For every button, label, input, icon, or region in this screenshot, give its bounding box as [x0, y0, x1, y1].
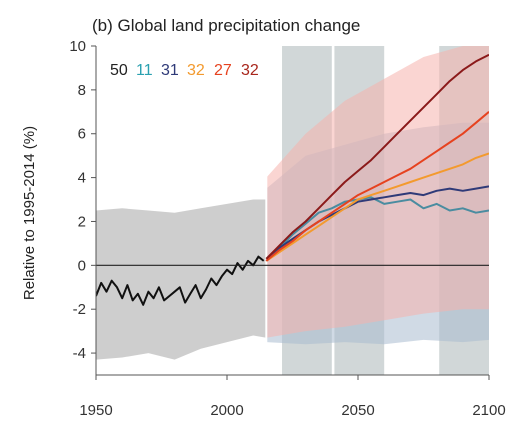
y-tick-label: -2 — [73, 301, 86, 318]
y-tick-label: 8 — [78, 82, 86, 99]
x-tick-label: 2100 — [472, 402, 505, 419]
y-tick-label: 6 — [78, 126, 86, 143]
y-axis-label: Relative to 1995-2014 (%) — [21, 126, 38, 300]
legend-entry-5: 32 — [241, 62, 259, 79]
y-tick-label: 10 — [69, 38, 86, 55]
x-tick-label: 1950 — [79, 402, 112, 419]
legend-entry-2: 31 — [161, 62, 179, 79]
series-line-5 — [265, 53, 489, 260]
legend-entry-0: 50 — [110, 62, 128, 79]
y-tick-label: 4 — [78, 170, 86, 187]
x-tick-label: 2000 — [210, 402, 243, 419]
series-line-3 — [265, 152, 489, 262]
x-tick-label: 2050 — [341, 402, 374, 419]
series-line-4 — [265, 111, 489, 262]
chart-title: (b) Global land precipitation change — [92, 16, 360, 35]
series-line-0 — [96, 255, 265, 306]
uncertainty-band-0 — [96, 199, 267, 360]
legend-entry-4: 27 — [214, 62, 232, 79]
plot-clip-group — [96, 46, 489, 375]
legend-entry-1: 11 — [136, 62, 153, 79]
plot-area: -4 -2 0 2 4 6 8 10 1950 2000 2050 2100 50 11 31 32 27 32 — [69, 38, 505, 419]
y-tick-label: -4 — [73, 345, 86, 362]
series-line-1 — [265, 196, 489, 260]
legend-entry-3: 32 — [187, 62, 205, 79]
y-tick-label: 0 — [78, 257, 86, 274]
y-tick-label: 2 — [78, 213, 86, 230]
